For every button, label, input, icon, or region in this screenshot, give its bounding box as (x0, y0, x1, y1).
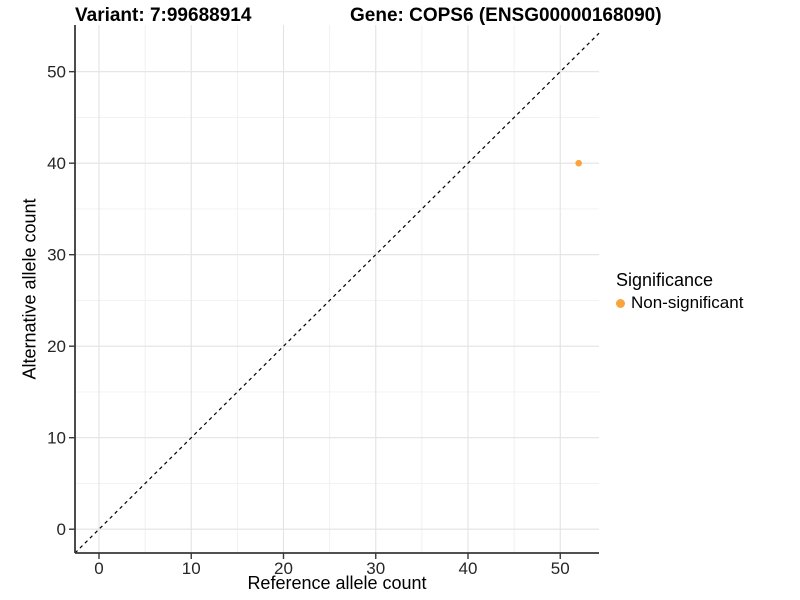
svg-text:30: 30 (47, 246, 66, 265)
x-axis-title: Reference allele count (247, 573, 427, 593)
legend: Significance Non-significant (616, 270, 743, 313)
y-axis-title: Alternative allele count (19, 198, 40, 380)
svg-text:20: 20 (274, 559, 293, 578)
legend-item-non-significant: Non-significant (616, 293, 743, 313)
svg-text:50: 50 (551, 559, 570, 578)
legend-item-label: Non-significant (631, 293, 744, 312)
gridlines-major (75, 25, 599, 553)
svg-text:50: 50 (47, 63, 66, 82)
svg-text:40: 40 (47, 154, 66, 173)
y-tick-labels: 0 10 20 30 40 50 (47, 63, 66, 540)
legend-title: Significance (616, 270, 714, 290)
plot-title-gene: Gene: COPS6 (ENSG00000168090) (350, 5, 662, 26)
identity-line (74, 32, 600, 554)
series-non-significant (575, 159, 583, 167)
axis-ticks (69, 70, 561, 559)
gridlines-minor (75, 25, 599, 553)
x-tick-labels: 0 10 20 30 40 50 (94, 559, 569, 578)
svg-text:0: 0 (57, 520, 66, 539)
svg-text:10: 10 (182, 559, 201, 578)
data-point (575, 159, 583, 167)
svg-text:20: 20 (47, 337, 66, 356)
svg-text:40: 40 (459, 559, 478, 578)
svg-text:0: 0 (94, 559, 103, 578)
legend-key-dot-icon (616, 298, 625, 308)
plot-title-variant: Variant: 7:99688914 (75, 5, 252, 26)
svg-text:30: 30 (366, 559, 385, 578)
svg-text:10: 10 (47, 429, 66, 448)
